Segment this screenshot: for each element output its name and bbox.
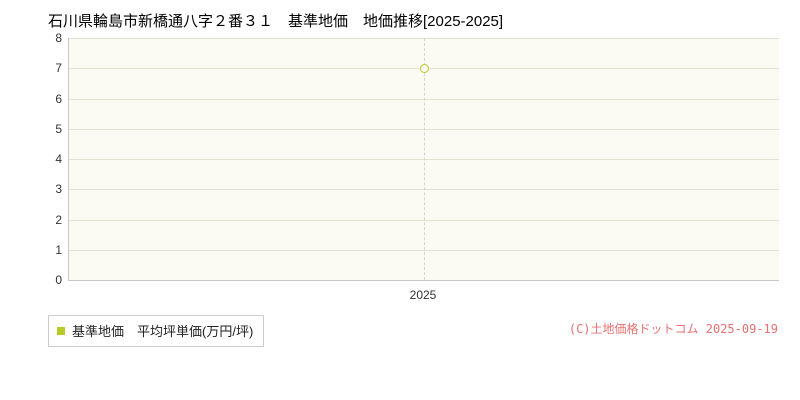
legend-swatch-icon: [57, 326, 65, 335]
y-tick-label: 5: [55, 121, 62, 136]
legend-label: 基準地価 平均坪単価(万円/坪): [72, 324, 254, 339]
chart-legend: 基準地価 平均坪単価(万円/坪): [48, 315, 265, 347]
y-tick-label: 4: [55, 152, 62, 166]
vertical-gridline-2025: [424, 38, 425, 280]
y-tick-label: 1: [55, 242, 62, 257]
data-point-2025[interactable]: [419, 63, 429, 73]
plot-area: [68, 38, 779, 281]
credit-text: (C)土地価格ドットコム 2025-09-19: [568, 322, 778, 336]
y-tick-label: 8: [55, 31, 62, 45]
y-axis: 8 7 6 5 4 3 2 1 0: [38, 32, 62, 286]
y-tick-label: 6: [55, 91, 62, 106]
x-tick-label-2025: 2025: [409, 288, 437, 302]
y-tick-label: 3: [55, 182, 62, 197]
y-tick-label: 2: [55, 212, 62, 227]
chart-title: 石川県輪島市新橋通八字２番３１ 基準地価 地価推移[2025-2025]: [48, 13, 504, 30]
y-tick-label: 7: [55, 61, 62, 76]
y-tick-label: 0: [55, 273, 62, 287]
